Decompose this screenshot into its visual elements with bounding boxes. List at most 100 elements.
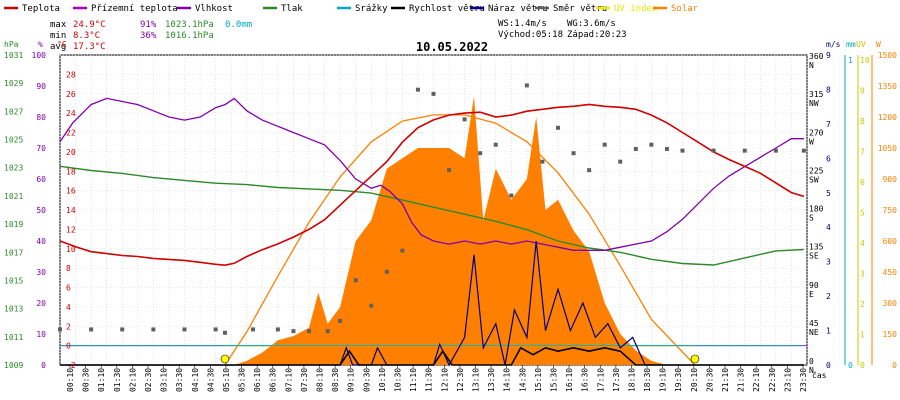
stat-max-label: max bbox=[50, 20, 67, 30]
axis-temp-tick-11: 6 bbox=[66, 284, 71, 293]
axis-temp-tick-2: 24 bbox=[66, 109, 76, 118]
axis-time-tick-41: 20:30 bbox=[705, 368, 714, 392]
axis-w-tick-2: 1200 bbox=[878, 113, 897, 122]
axis-ms-tick-4: 5 bbox=[826, 189, 831, 198]
axis-pct-tick-9: 10 bbox=[36, 330, 46, 339]
axis-pct-tick-7: 30 bbox=[36, 268, 46, 277]
wind-dir-point-20 bbox=[462, 117, 467, 122]
axis-w-tick-5: 750 bbox=[883, 206, 898, 215]
stat-max-temp: 24.9°C bbox=[73, 20, 106, 30]
wind-dir-point-30 bbox=[618, 159, 623, 164]
axis-w-unit: W bbox=[876, 40, 881, 49]
axis-temp-tick-0: 28 bbox=[66, 70, 76, 79]
axis-time-tick-26: 13:10 bbox=[471, 368, 480, 392]
wind-dir-point-15 bbox=[384, 269, 389, 274]
axis-time-tick-22: 11:10 bbox=[409, 368, 418, 392]
wind-sun-info: WS:1.4m/s WG:3.6m/s Východ:05:18 Západ:2… bbox=[498, 19, 627, 40]
axis-time-tick-3: 01:30 bbox=[113, 368, 122, 392]
axis-time-tick-30: 15:10 bbox=[534, 368, 543, 392]
legend-label-4: Srážky bbox=[355, 4, 388, 14]
axis-mm-unit: mm bbox=[846, 40, 856, 49]
axis-temp-tick-7: 14 bbox=[66, 206, 76, 215]
sunrise-marker bbox=[220, 354, 230, 364]
series-temperature bbox=[59, 103, 805, 267]
axis-ms-tick-6: 3 bbox=[826, 258, 831, 267]
legend-label-2: Vlhkost bbox=[195, 4, 233, 14]
axis-time-tick-4: 02:10 bbox=[128, 368, 137, 392]
wind-dir-point-25 bbox=[540, 159, 545, 164]
axis-pct-tick-5: 50 bbox=[36, 206, 46, 215]
axis-time-tick-31: 15:30 bbox=[549, 368, 558, 392]
axis-temp-tick-14: 0 bbox=[66, 342, 71, 351]
wind-dir-point-3 bbox=[151, 327, 156, 332]
axis-hpa-tick-10: 1011 bbox=[4, 333, 23, 342]
legend-label-8: UV index bbox=[614, 4, 658, 14]
axis-temp-tick-13: 2 bbox=[66, 322, 71, 331]
axis-time-tick-7: 03:30 bbox=[175, 368, 184, 392]
stat-max-rain: 0.0mm bbox=[225, 20, 252, 30]
stat-max-hum: 91% bbox=[140, 20, 157, 30]
axis-uv-tick-6: 4 bbox=[860, 239, 865, 248]
series-wind-speed bbox=[60, 346, 804, 366]
axis-dir-tick-5: 135 SE bbox=[809, 243, 824, 261]
legend-label-3: Tlak bbox=[281, 4, 303, 14]
axis-time-tick-11: 05:30 bbox=[238, 368, 247, 392]
series-layer bbox=[58, 83, 806, 367]
wind-dir-point-8 bbox=[275, 327, 280, 332]
axis-time-tick-35: 17:30 bbox=[612, 368, 621, 392]
axis-pct-tick-3: 70 bbox=[36, 144, 46, 153]
axis-dir-tick-0: 360 N bbox=[809, 52, 824, 70]
axis-temp-tick-1: 26 bbox=[66, 90, 76, 99]
axis-w-tick-9: 150 bbox=[883, 330, 898, 339]
wind-dir-point-6 bbox=[222, 330, 227, 335]
stats-block: max 24.9°C 91% 1023.1hPa 0.0mm min 8.3°C… bbox=[50, 20, 252, 52]
wind-dir-point-34 bbox=[680, 148, 685, 153]
stat-min-temp: 8.3°C bbox=[73, 31, 100, 41]
axis-temp-tick-3: 22 bbox=[66, 129, 76, 138]
axis-temp-tick-12: 4 bbox=[66, 303, 71, 312]
wind-dir-point-38 bbox=[801, 148, 806, 153]
axis-hpa-tick-1: 1029 bbox=[4, 79, 23, 88]
axis-w-tick-8: 300 bbox=[883, 299, 898, 308]
wind-dir-point-14 bbox=[369, 303, 374, 308]
axis-hpa-tick-5: 1021 bbox=[4, 192, 23, 201]
axis-time-tick-28: 14:10 bbox=[503, 368, 512, 392]
legend-label-6: Náraz větru bbox=[488, 4, 548, 14]
axis-w-tick-0: 1500 bbox=[878, 51, 897, 60]
wind-dir-point-24 bbox=[524, 83, 529, 88]
axis-time-tick-5: 02:30 bbox=[144, 368, 153, 392]
axis-hpa-tick-4: 1023 bbox=[4, 164, 23, 173]
axis-dir-tick-3: 225 SW bbox=[809, 166, 824, 184]
series-pressure bbox=[59, 165, 804, 266]
axis-w-tick-4: 900 bbox=[883, 175, 898, 184]
axis-dir-tick-2: 270 W bbox=[809, 128, 824, 146]
axis-mm-tick-0: 1 bbox=[848, 56, 853, 65]
axis-uv-tick-3: 7 bbox=[860, 148, 865, 157]
legend-label-5: Rychlost větru bbox=[409, 4, 485, 14]
axis-w-tick-10: 0 bbox=[892, 361, 897, 370]
legend-label-1: Přízemní teplota bbox=[91, 4, 178, 14]
axis-time-tick-18: 09:10 bbox=[347, 368, 356, 392]
axis-pct-tick-1: 90 bbox=[36, 82, 46, 91]
sunset-marker bbox=[690, 354, 700, 364]
axis-time-tick-1: 00:30 bbox=[82, 368, 91, 392]
axis-uv-tick-5: 5 bbox=[860, 209, 865, 218]
wind-dir-point-21 bbox=[478, 151, 483, 156]
axis-ms-tick-1: 8 bbox=[826, 85, 831, 94]
axis-uv-tick-2: 8 bbox=[860, 117, 865, 126]
axis-hpa-tick-11: 1009 bbox=[4, 361, 23, 370]
wind-dir-point-33 bbox=[664, 146, 669, 151]
series-humidity bbox=[59, 97, 804, 251]
axis-temp-tick-4: 20 bbox=[66, 148, 76, 157]
axis-temp-tick-15: -2 bbox=[66, 361, 76, 370]
axis-hpa-tick-0: 1031 bbox=[4, 51, 23, 60]
axis-uv-tick-10: 0 bbox=[860, 361, 865, 370]
axis-time-tick-42: 21:10 bbox=[721, 368, 730, 392]
axis-time-tick-29: 14:30 bbox=[518, 368, 527, 392]
legend: Teplota Přízemní teplota Vlhkost Tlak Srážky… bbox=[4, 4, 699, 14]
wind-dir-point-2 bbox=[120, 327, 125, 332]
axis-uv-tick-7: 3 bbox=[860, 270, 865, 279]
info-ws: WS:1.4m/s bbox=[498, 19, 547, 29]
axis-temp-tick-5: 18 bbox=[66, 167, 76, 176]
